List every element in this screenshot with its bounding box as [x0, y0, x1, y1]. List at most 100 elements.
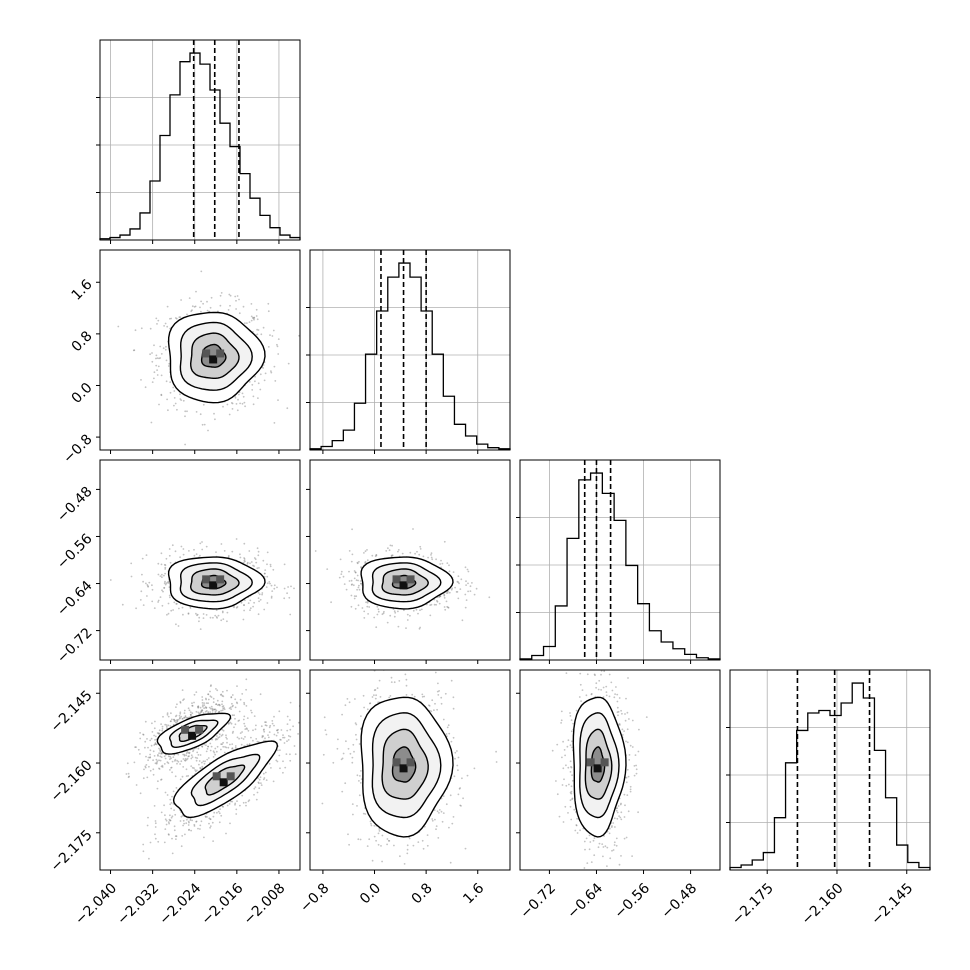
scatter-point — [293, 745, 296, 747]
scatter-point — [169, 720, 172, 723]
scatter-point — [229, 822, 231, 825]
scatter-point — [216, 735, 218, 737]
scatter-point — [242, 395, 245, 398]
scatter-point — [254, 380, 256, 383]
scatter-point — [271, 722, 274, 725]
scatter-point — [169, 725, 172, 727]
histogram-panel-3 — [726, 669, 931, 871]
scatter-point — [255, 561, 258, 564]
scatter-point — [193, 825, 196, 827]
scatter-point — [332, 761, 335, 764]
scatter-point — [412, 844, 415, 847]
scatter-point — [161, 725, 164, 728]
scatter-point — [286, 592, 288, 595]
scatter-panel-3-1 — [309, 669, 511, 871]
scatter-point — [450, 740, 453, 743]
scatter-point — [212, 756, 215, 758]
scatter-point — [204, 710, 207, 713]
scatter-point — [345, 740, 347, 743]
scatter-point — [234, 698, 237, 701]
panel-frame — [99, 459, 301, 661]
scatter-point — [185, 754, 188, 757]
scatter-point — [356, 561, 359, 564]
scatter-point — [252, 564, 254, 567]
scatter-point — [245, 688, 248, 691]
scatter-point — [162, 347, 165, 350]
scatter-point — [359, 580, 362, 582]
scatter-point — [442, 718, 445, 721]
scatter-point — [176, 762, 178, 765]
scatter-point — [433, 603, 436, 606]
scatter-point — [201, 702, 204, 704]
scatter-point — [399, 855, 401, 858]
scatter-point — [231, 800, 234, 803]
scatter-point — [383, 610, 385, 613]
scatter-point — [210, 705, 213, 708]
scatter-point — [175, 714, 178, 717]
scatter-point — [234, 706, 237, 709]
scatter-point — [249, 599, 252, 602]
scatter-point — [201, 704, 204, 706]
scatter-point — [431, 558, 434, 561]
scatter-point — [160, 723, 163, 725]
scatter-point — [447, 606, 450, 609]
scatter-point — [216, 811, 218, 814]
scatter-point — [204, 760, 207, 763]
scatter-point — [176, 603, 178, 605]
scatter-point — [363, 610, 366, 613]
scatter-point — [171, 795, 173, 798]
scatter-point — [266, 563, 268, 566]
scatter-point — [457, 597, 460, 600]
scatter-point — [210, 745, 213, 748]
scatter-point — [184, 415, 186, 418]
scatter-point — [160, 779, 162, 781]
scatter-point — [250, 709, 252, 712]
scatter-point — [450, 588, 453, 591]
scatter-point — [126, 762, 129, 765]
scatter-point — [379, 696, 382, 698]
scatter-point — [195, 759, 198, 762]
scatter-point — [214, 710, 217, 713]
scatter-point — [421, 839, 424, 842]
scatter-point — [145, 582, 147, 585]
scatter-point — [250, 711, 253, 714]
scatter-point — [132, 349, 135, 352]
scatter-point — [454, 757, 456, 760]
scatter-panel-1-0 — [99, 249, 301, 451]
scatter-point — [164, 566, 167, 569]
scatter-point — [231, 732, 234, 734]
scatter-point — [174, 760, 176, 762]
scatter-point — [218, 812, 221, 815]
scatter-point — [488, 596, 491, 599]
density-bin — [406, 575, 415, 584]
scatter-point — [391, 554, 393, 557]
scatter-point — [201, 761, 203, 764]
scatter-point — [153, 744, 156, 746]
scatter-point — [406, 848, 409, 851]
scatter-point — [215, 551, 217, 553]
scatter-point — [464, 593, 467, 596]
scatter-point — [287, 586, 289, 588]
scatter-point — [446, 592, 449, 594]
scatter-point — [157, 562, 160, 565]
scatter-point — [169, 561, 172, 564]
scatter-point — [220, 292, 223, 294]
scatter-point — [247, 729, 250, 732]
scatter-point — [414, 552, 416, 555]
scatter-point — [217, 614, 220, 617]
scatter-point — [237, 720, 240, 722]
scatter-point — [175, 787, 178, 789]
scatter-point — [157, 732, 160, 734]
scatter-point — [393, 615, 396, 618]
scatter-point — [203, 707, 206, 710]
scatter-point — [405, 627, 407, 629]
scatter-point — [273, 422, 276, 424]
scatter-point — [439, 595, 442, 597]
scatter-point — [456, 580, 459, 583]
scatter-point — [433, 709, 435, 711]
scatter-point — [177, 718, 180, 721]
scatter-point — [153, 755, 156, 757]
scatter-point — [179, 700, 182, 703]
scatter-point — [346, 698, 349, 700]
scatter-point — [353, 570, 356, 572]
